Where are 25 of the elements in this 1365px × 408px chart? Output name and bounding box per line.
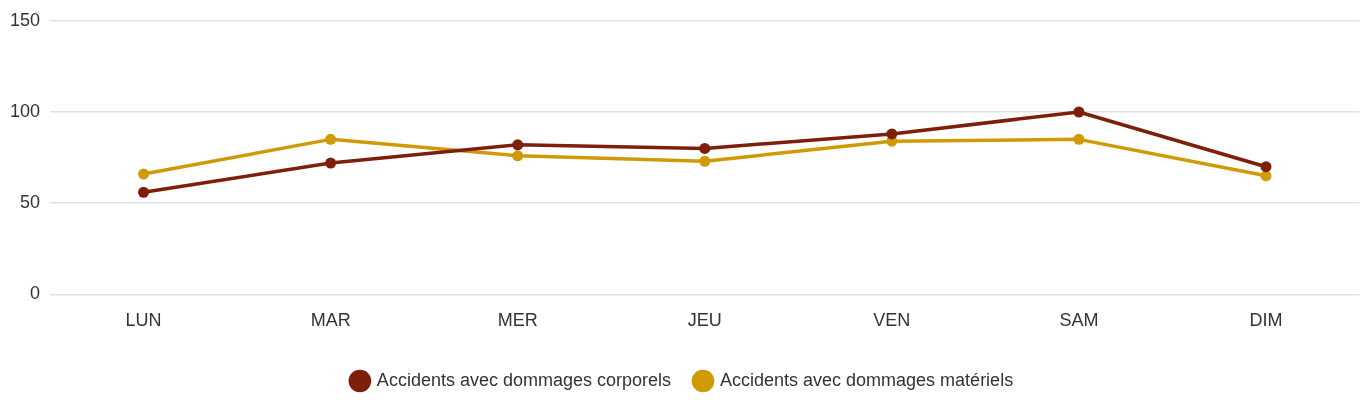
x-tick-label: MER: [497, 310, 538, 331]
y-tick-label: 0: [30, 283, 41, 304]
x-tick-label: JEU: [687, 310, 722, 331]
x-tick-label: LUN: [125, 310, 162, 331]
point: [138, 168, 150, 180]
x-tick-label: VEN: [873, 310, 911, 331]
y-tick-label: 150: [9, 9, 41, 30]
x-tick-label: SAM: [1059, 310, 1099, 331]
point: [886, 128, 898, 140]
legend-label: Accidents avec dommages corporels: [376, 369, 672, 390]
point: [325, 133, 337, 145]
y-tick-label: 50: [20, 192, 41, 213]
point: [138, 186, 150, 198]
point: [699, 142, 711, 154]
point: [512, 150, 524, 162]
point: [1260, 161, 1272, 173]
point: [512, 139, 524, 151]
x-tick-label: DIM: [1249, 310, 1283, 331]
y-tick-label: 100: [9, 100, 41, 121]
point: [1073, 133, 1085, 145]
point: [1073, 106, 1085, 118]
x-tick-label: MAR: [310, 310, 351, 331]
point: [699, 155, 711, 167]
point: [325, 157, 337, 169]
legend-label: Accidents avec dommages matériels: [720, 369, 1014, 390]
